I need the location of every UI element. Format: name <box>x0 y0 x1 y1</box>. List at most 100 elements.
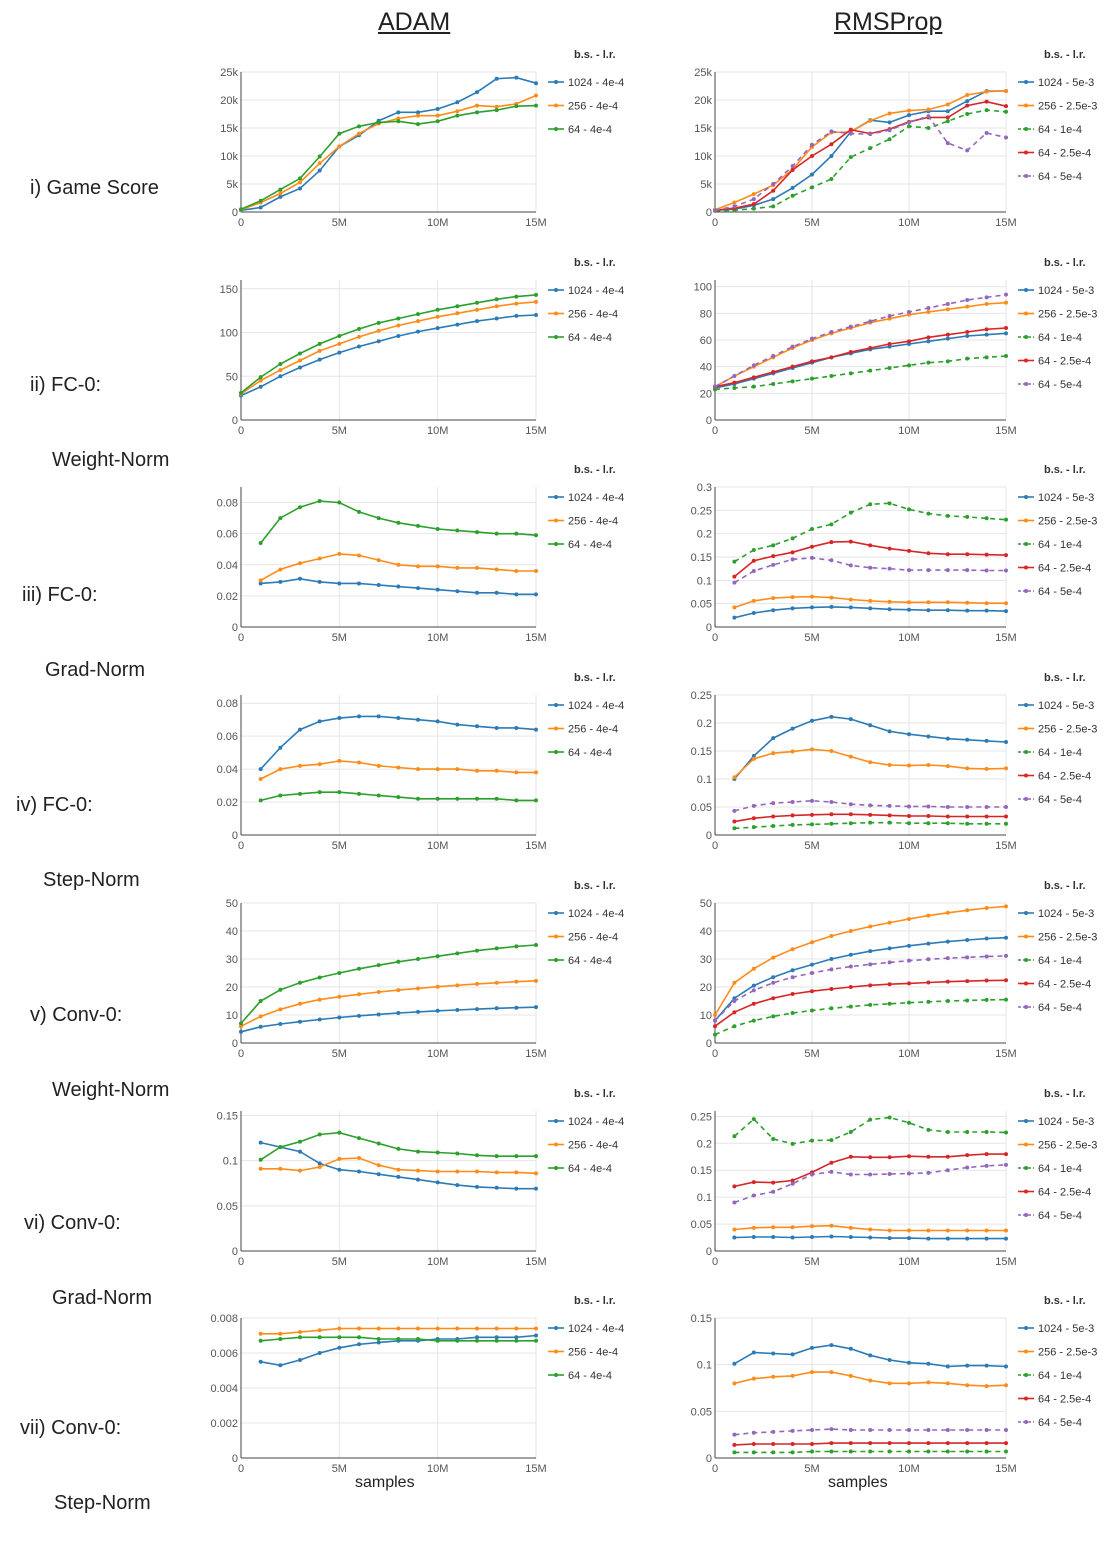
data-point <box>239 1029 243 1034</box>
y-tick-label: 0.15 <box>217 1111 238 1123</box>
data-point <box>965 737 970 742</box>
data-point <box>298 727 302 732</box>
data-point <box>848 371 853 376</box>
legend-entry: 64 - 1e-4 <box>1038 747 1082 759</box>
data-point <box>751 1180 756 1185</box>
chart-adam-r5: 0 10 20 30 40 50 0 5M 10M 15M b.s. - l.r. 1024 - 4e… <box>226 880 625 1060</box>
data-point <box>494 1326 499 1331</box>
data-point <box>810 336 814 341</box>
data-point <box>926 957 931 962</box>
legend-entry: 64 - 4e-4 <box>568 1370 612 1382</box>
data-point <box>945 359 950 364</box>
data-point <box>907 1228 911 1233</box>
legend-marker <box>554 495 558 499</box>
legend-entry: 64 - 4e-4 <box>568 332 612 344</box>
y-tick-label: 40 <box>226 926 238 938</box>
data-point <box>848 1441 853 1446</box>
legend-entry: 1024 - 4e-4 <box>568 492 624 504</box>
data-point <box>926 941 931 946</box>
data-point <box>926 310 931 314</box>
data-point <box>751 1442 756 1446</box>
data-point <box>278 1145 283 1150</box>
data-point <box>337 144 342 149</box>
legend-marker <box>554 518 558 523</box>
data-point <box>907 600 911 605</box>
data-point <box>926 126 931 130</box>
data-point <box>494 590 499 595</box>
data-point <box>1004 568 1008 573</box>
data-point <box>751 569 756 573</box>
y-tick-label: 0.08 <box>217 698 238 710</box>
data-point <box>494 725 499 730</box>
data-point <box>771 1374 776 1379</box>
data-point <box>514 944 519 949</box>
data-point <box>317 579 322 584</box>
data-point <box>475 1153 479 1158</box>
legend-marker <box>1024 80 1028 84</box>
data-point <box>984 295 989 300</box>
y-tick-label: 0.1 <box>697 1192 712 1204</box>
data-point <box>926 600 931 605</box>
data-point <box>829 595 834 600</box>
data-point <box>416 1009 420 1014</box>
data-point <box>534 299 538 304</box>
x-tick-label: 15M <box>525 1463 546 1475</box>
data-point <box>416 957 420 961</box>
data-point <box>984 89 989 94</box>
data-point <box>926 335 931 340</box>
data-point <box>984 814 989 819</box>
data-point <box>514 104 519 109</box>
data-point <box>357 791 361 796</box>
series-line <box>260 1131 536 1161</box>
data-point <box>455 322 460 327</box>
data-point <box>732 1442 737 1447</box>
data-point <box>751 598 756 603</box>
data-point <box>1004 740 1008 745</box>
data-point <box>848 812 853 817</box>
data-point <box>829 1160 834 1165</box>
data-point <box>337 1015 342 1020</box>
row-label-fc0-step-norm: iv) FC-0: Step-Norm <box>16 743 140 918</box>
data-point <box>376 1337 381 1341</box>
legend-marker <box>1024 589 1028 593</box>
data-point <box>713 208 717 213</box>
data-point <box>907 763 911 768</box>
legend-marker <box>1024 934 1028 939</box>
rmsprop-column-title: RMSProp <box>834 8 943 36</box>
x-tick-label: 5M <box>332 1463 347 1475</box>
data-point <box>337 994 342 999</box>
data-point <box>887 1236 892 1241</box>
data-point <box>298 1330 302 1334</box>
series-line <box>240 94 537 211</box>
data-point <box>514 1170 519 1175</box>
data-point <box>732 1200 737 1205</box>
data-point <box>751 983 756 988</box>
data-point <box>984 516 989 521</box>
data-point <box>357 509 361 514</box>
data-point <box>829 957 834 961</box>
x-tick-label: 0 <box>238 217 244 229</box>
data-point <box>751 825 756 830</box>
x-tick-label: 0 <box>238 1048 244 1060</box>
data-point <box>907 958 911 963</box>
data-point <box>810 594 814 599</box>
data-point <box>455 1151 460 1156</box>
data-point <box>258 999 263 1003</box>
data-point <box>848 1172 853 1177</box>
data-point <box>534 1186 538 1191</box>
data-point <box>965 304 970 309</box>
data-point <box>357 1169 361 1174</box>
data-point <box>376 1163 381 1168</box>
data-point <box>965 103 970 108</box>
data-point <box>1004 300 1008 305</box>
data-point <box>1004 609 1008 614</box>
data-point <box>278 374 283 379</box>
series-line <box>240 314 537 397</box>
data-point <box>771 596 776 601</box>
legend-entry: 64 - 2.5e-4 <box>1038 1187 1091 1199</box>
data-point <box>790 379 795 384</box>
data-point <box>1004 135 1008 140</box>
data-point <box>771 554 776 559</box>
legend-marker <box>1024 358 1028 363</box>
y-tick-label: 10 <box>700 1010 712 1022</box>
